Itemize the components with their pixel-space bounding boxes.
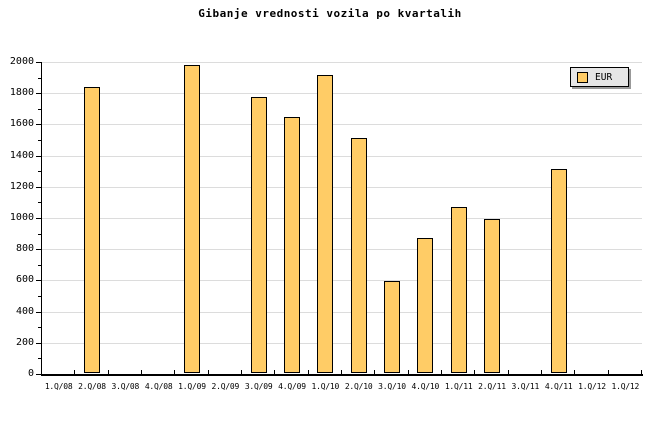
- x-tick: [507, 370, 509, 374]
- y-tick-label: 0: [27, 368, 34, 379]
- y-tick-minor: [38, 202, 42, 204]
- x-tick: [241, 370, 242, 374]
- y-tick-major: [36, 311, 42, 313]
- chart-title: Gibanje vrednosti vozila po kvartalih: [198, 7, 462, 20]
- x-tick: [107, 370, 109, 374]
- y-tick-major: [36, 155, 42, 157]
- y-tick-label: 1800: [9, 87, 34, 99]
- x-tick-label: 1.Q/12: [578, 382, 606, 391]
- y-axis-line: [41, 62, 42, 376]
- y-tick-major: [36, 280, 42, 282]
- x-tick-label: 2.Q/09: [211, 382, 240, 391]
- x-tick: [541, 370, 542, 374]
- bar: [384, 281, 400, 373]
- bar: [417, 238, 434, 373]
- x-tick: [407, 370, 409, 374]
- y-tick-label: 1400: [9, 149, 34, 161]
- y-tick-major: [36, 249, 42, 251]
- y-tick-major: [36, 93, 42, 95]
- x-tick-label: 1.Q/12: [611, 382, 640, 391]
- x-tick: [641, 370, 642, 374]
- x-tick: [141, 370, 142, 374]
- gridline: [42, 124, 642, 126]
- x-tick: [174, 370, 176, 374]
- x-tick: [474, 370, 476, 374]
- bar: [350, 138, 367, 373]
- y-tick-minor: [38, 264, 42, 266]
- y-tick-label: 200: [15, 336, 34, 348]
- y-tick-label: 400: [15, 305, 34, 317]
- gridline: [42, 280, 642, 282]
- x-tick-label: 4.Q/08: [144, 382, 173, 391]
- x-tick: [74, 370, 76, 374]
- x-tick: [341, 370, 342, 374]
- x-tick: [607, 370, 609, 374]
- x-tick-label: 3.Q/10: [378, 382, 406, 391]
- x-tick-label: 1.Q/11: [444, 382, 473, 391]
- x-tick-label: 4.Q/10: [411, 382, 440, 391]
- gridline: [42, 93, 642, 95]
- x-tick-label: 2.Q/10: [344, 382, 373, 391]
- bar: [484, 218, 500, 373]
- x-tick-label: 2.Q/08: [78, 382, 106, 391]
- legend-swatch-eur: [577, 71, 588, 83]
- y-tick-major: [36, 374, 42, 375]
- y-tick-minor: [38, 171, 42, 173]
- x-tick-label: 1.Q/09: [178, 382, 206, 391]
- y-tick-major: [36, 186, 42, 188]
- x-tick-label: 4.Q/11: [544, 382, 573, 391]
- gridline: [42, 218, 642, 219]
- x-tick: [307, 370, 309, 374]
- bar: [317, 75, 334, 373]
- x-tick-label: 1.Q/08: [44, 382, 73, 391]
- gridline: [42, 186, 642, 188]
- x-tick: [207, 370, 209, 374]
- legend-label: EUR: [595, 71, 613, 83]
- y-tick-label: 600: [15, 274, 34, 286]
- y-tick-major: [36, 124, 42, 126]
- x-tick: [574, 370, 576, 374]
- y-tick-major: [36, 62, 42, 63]
- y-tick-label: 2000: [9, 56, 34, 67]
- x-tick-label: 3.Q/09: [244, 382, 273, 391]
- y-tick-minor: [38, 327, 42, 329]
- y-tick-major: [36, 342, 42, 344]
- y-tick-minor: [38, 108, 42, 110]
- gridline: [42, 342, 642, 344]
- x-tick-label: 3.Q/11: [511, 382, 540, 391]
- x-tick: [441, 370, 442, 374]
- bar: [84, 86, 100, 373]
- y-tick-minor: [38, 77, 42, 79]
- bar: [250, 97, 267, 373]
- gridline: [42, 311, 642, 313]
- x-tick: [274, 370, 276, 374]
- x-tick-label: 1.Q/10: [311, 382, 340, 391]
- y-tick-major: [36, 218, 42, 219]
- y-tick-minor: [38, 358, 42, 360]
- bar: [550, 168, 567, 373]
- bar: [284, 117, 300, 373]
- gridline: [42, 62, 642, 63]
- gridline: [42, 249, 642, 251]
- legend: EUR: [570, 67, 629, 87]
- y-tick-label: 800: [15, 243, 34, 255]
- y-tick-minor: [38, 233, 42, 235]
- y-tick-label: 1000: [9, 212, 34, 223]
- y-tick-label: 1200: [9, 180, 34, 192]
- x-tick-label: 4.Q/09: [278, 382, 306, 391]
- x-axis-line: [41, 374, 643, 376]
- bar: [450, 207, 467, 373]
- x-tick: [374, 370, 376, 374]
- bar: [184, 65, 200, 373]
- y-tick-minor: [38, 296, 42, 297]
- x-tick-label: 3.Q/08: [111, 382, 140, 391]
- y-tick-label: 1600: [9, 118, 34, 130]
- gridline: [42, 155, 642, 157]
- y-tick-minor: [38, 140, 42, 141]
- x-tick-label: 2.Q/11: [478, 382, 506, 391]
